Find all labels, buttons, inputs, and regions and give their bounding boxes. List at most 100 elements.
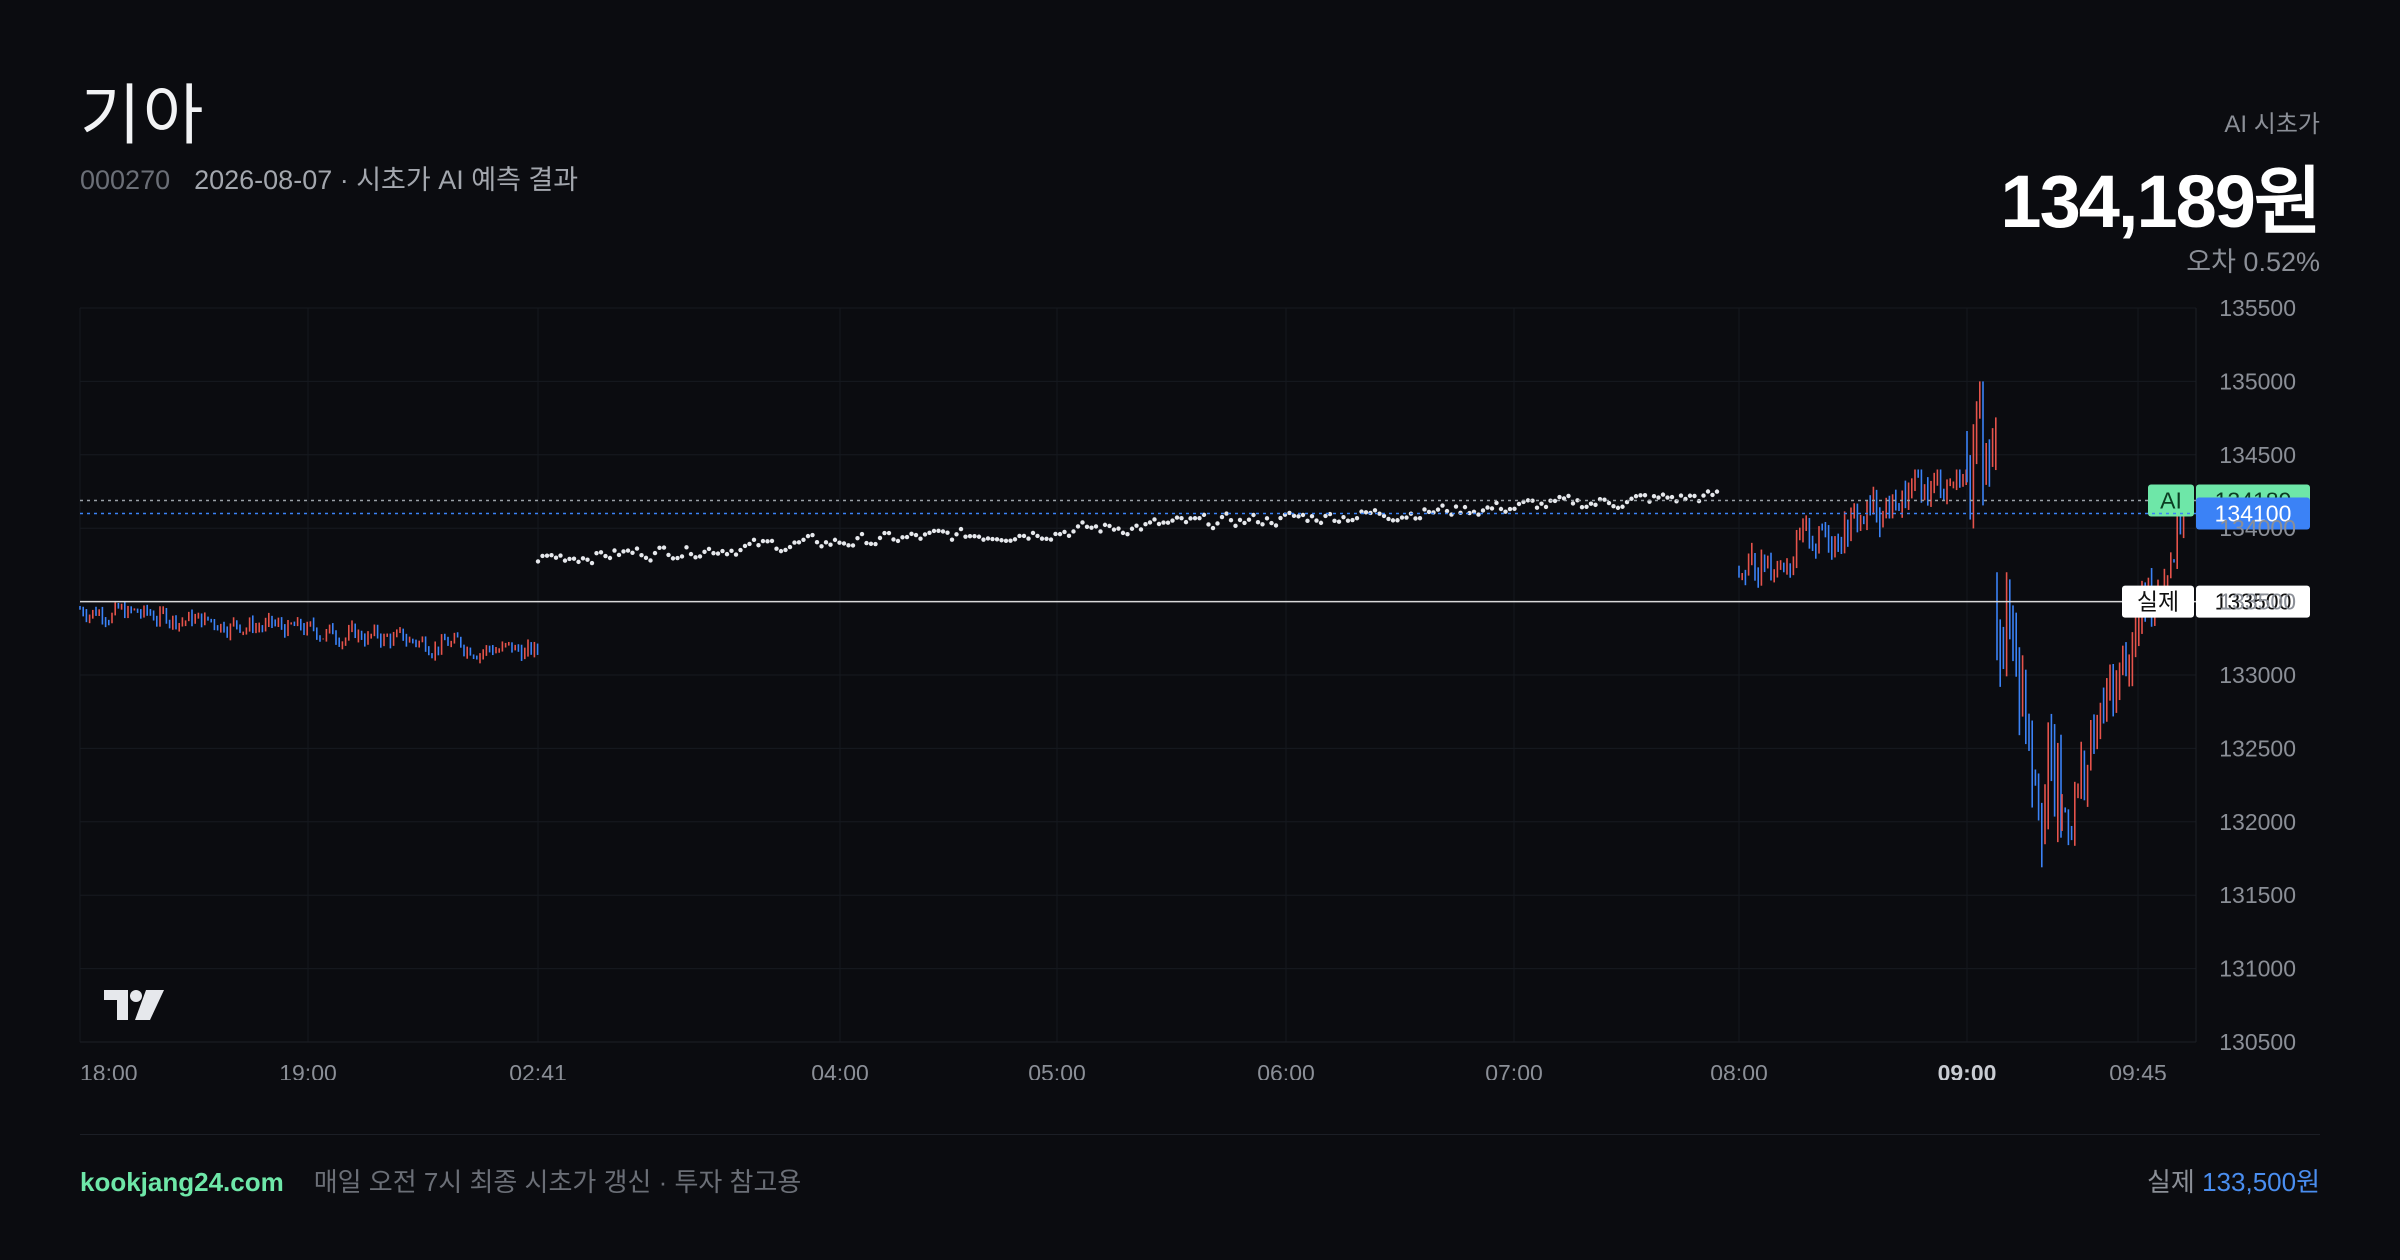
- dot-mark: [1660, 492, 1666, 497]
- dot-mark: [990, 536, 995, 542]
- dot-mark: [760, 538, 766, 544]
- dot-mark: [1593, 502, 1598, 508]
- dot-mark: [1656, 495, 1661, 500]
- dot-mark: [1017, 533, 1022, 539]
- dot-mark: [972, 533, 977, 539]
- dot-mark: [1066, 533, 1072, 539]
- dot-mark: [1156, 521, 1162, 527]
- dot-mark: [616, 552, 622, 558]
- y-axis: 135500 135000 134500 134000 133500 133000 1325…: [2219, 300, 2296, 1055]
- dot-mark: [1165, 520, 1171, 525]
- dot-mark: [1705, 489, 1711, 494]
- dot-mark: [580, 556, 586, 561]
- marker-price-actual: 133500: [2215, 589, 2292, 615]
- dot-mark: [666, 552, 671, 558]
- dot-mark: [765, 539, 770, 544]
- x-tick-label: 04:00: [811, 1060, 869, 1080]
- y-tick-label: 134000: [2219, 515, 2296, 541]
- dot-mark: [576, 559, 581, 565]
- dot-mark: [756, 543, 761, 548]
- dot-mark: [1143, 522, 1148, 527]
- y-tick-label: 135500: [2219, 300, 2296, 321]
- dot-mark: [562, 558, 568, 563]
- dot-mark: [648, 558, 653, 563]
- dot-mark: [940, 529, 946, 534]
- x-tick-label: 05:00: [1028, 1060, 1086, 1080]
- dot-mark: [1309, 514, 1315, 519]
- dot-mark: [1714, 489, 1720, 494]
- error-rate: 오차 0.52%: [2186, 247, 2320, 277]
- dot-mark: [621, 549, 626, 554]
- dot-mark: [1233, 523, 1238, 529]
- dot-mark: [895, 538, 901, 544]
- x-tick-label: 09:00: [1938, 1060, 1997, 1080]
- x-tick-label: 07:00: [1485, 1060, 1543, 1080]
- dot-mark: [1354, 516, 1360, 521]
- dot-mark: [1588, 501, 1594, 506]
- dot-mark: [1098, 529, 1103, 534]
- dot-mark: [832, 537, 838, 543]
- dot-mark: [1507, 506, 1513, 512]
- y-tick-label: 130500: [2219, 1029, 2296, 1055]
- dot-mark: [1710, 492, 1715, 498]
- stock-code: 000270: [80, 165, 171, 195]
- dot-mark: [778, 548, 784, 554]
- dot-mark: [1399, 515, 1405, 520]
- dot-mark: [1255, 519, 1261, 525]
- y-tick-label: 135000: [2219, 368, 2296, 394]
- dot-mark: [1615, 505, 1621, 511]
- dot-mark: [1584, 504, 1589, 510]
- dot-mark: [1062, 529, 1067, 535]
- price-chart[interactable]: 134189AI134100133500실제 13550013500013450…: [0, 300, 2400, 1080]
- dot-mark: [1372, 508, 1378, 513]
- dot-mark: [1260, 522, 1265, 527]
- dot-mark: [1305, 518, 1310, 524]
- dot-mark: [711, 550, 716, 556]
- dot-mark: [1219, 514, 1225, 520]
- dot-mark: [675, 555, 680, 561]
- dot-mark: [931, 528, 937, 534]
- dot-mark: [1687, 493, 1693, 498]
- dot-mark: [1579, 505, 1585, 510]
- dot-mark: [1377, 511, 1382, 516]
- dot-mark: [1692, 493, 1697, 499]
- dot-mark: [1602, 497, 1607, 502]
- dot-mark: [819, 544, 824, 549]
- dot-mark: [1183, 519, 1189, 525]
- prediction-date-label: 2026-08-07 · 시초가 AI 예측 결과: [194, 165, 579, 195]
- dot-mark: [837, 540, 842, 545]
- dot-mark: [612, 548, 617, 553]
- dot-mark: [1228, 518, 1234, 523]
- marker-tag-box-actual: [2122, 585, 2194, 618]
- dot-mark: [1390, 518, 1396, 523]
- dot-mark: [1080, 520, 1085, 525]
- dot-mark: [1332, 518, 1337, 524]
- dot-mark: [1345, 518, 1351, 523]
- dot-mark: [747, 541, 752, 547]
- dot-mark: [661, 545, 667, 550]
- dot-mark: [1012, 537, 1018, 542]
- dot-mark: [1152, 517, 1157, 522]
- dot-mark: [864, 540, 869, 546]
- footer-info: kookjang24.com 매일 오전 7시 최종 시초가 갱신 · 투자 참고…: [80, 1162, 801, 1199]
- dot-mark: [625, 548, 631, 553]
- dot-mark: [729, 548, 734, 554]
- dot-mark: [1264, 516, 1270, 521]
- dot-mark: [1453, 504, 1459, 509]
- dot-mark: [1197, 515, 1202, 521]
- dot-mark: [1570, 501, 1576, 506]
- dot-mark: [1350, 517, 1355, 523]
- dot-mark: [535, 559, 541, 564]
- dot-mark: [589, 560, 595, 566]
- dot-mark: [553, 555, 559, 560]
- dot-mark: [1273, 523, 1279, 528]
- dot-mark: [571, 556, 577, 561]
- dot-mark: [783, 547, 788, 553]
- dot-mark: [1404, 515, 1409, 520]
- dot-mark: [787, 544, 793, 550]
- dot-mark: [1611, 504, 1616, 509]
- site-link[interactable]: kookjang24.com: [80, 1167, 284, 1197]
- dot-mark: [742, 543, 748, 549]
- dot-mark: [1363, 510, 1369, 515]
- dot-mark: [958, 526, 964, 532]
